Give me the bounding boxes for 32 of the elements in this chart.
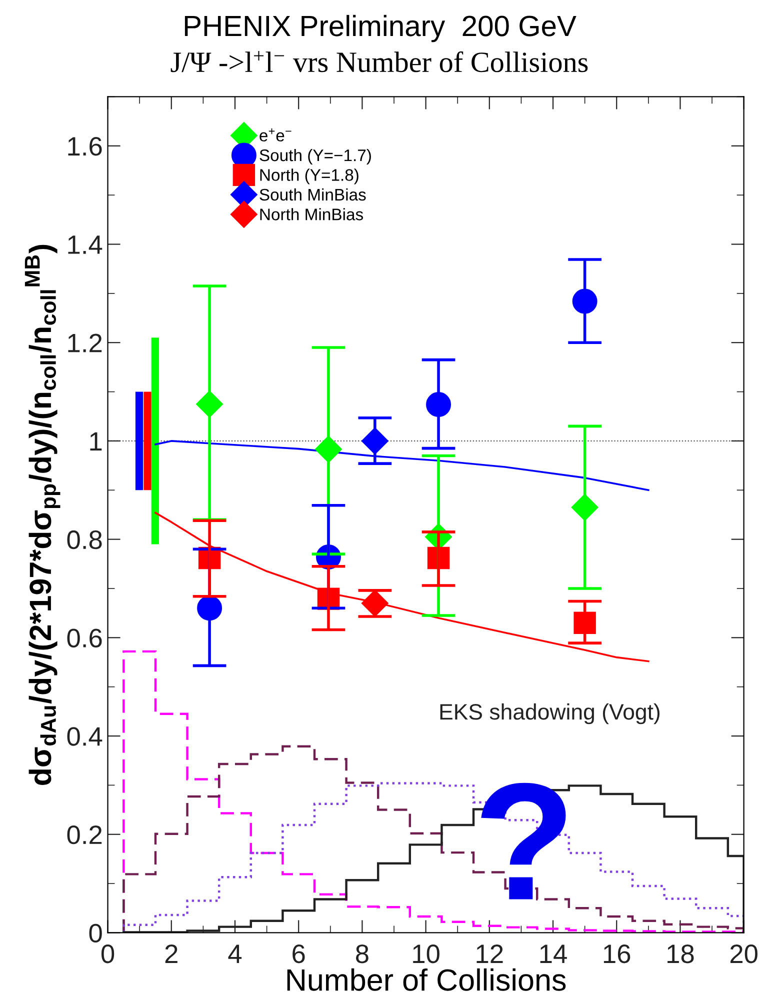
x-tick-label: 10 [413, 944, 440, 964]
text: dσ$_{dAu}$/dy/(2*197*dσ$_{pp}$/dy)/(n$_{coll}$/n$_{coll}$$^{MB}$) [24, 244, 60, 785]
y-tick-label: 0.2 [67, 825, 102, 844]
legend-label: North (Y=1.8) [260, 168, 358, 184]
x-tick-label: 6 [292, 944, 305, 964]
legend-label: North MinBias [260, 208, 363, 220]
x-tick-label: 14 [540, 944, 567, 963]
x-tick-label: 18 [668, 944, 694, 964]
y-tick-label: 0.8 [67, 530, 102, 550]
x-tick-label: 12 [476, 944, 503, 963]
y-tick-label: 1 [90, 432, 102, 451]
legend-label: South (Y=−1.7) [260, 148, 371, 165]
y-tick-label: 0.4 [67, 727, 102, 746]
chart-title: PHENIX Preliminary 200 GeV [184, 14, 576, 42]
y-tick-label: 1.4 [68, 236, 102, 254]
line-series [154, 512, 650, 662]
x-axis-title: Number of Collisions [287, 968, 566, 991]
x-tick-label: 4 [228, 944, 242, 963]
chart-subtitle: J/Ψ ->l$^{+}$l$^{−}$ vrs Number of Collisions [170, 50, 588, 72]
y-tick-label: 1.6 [68, 137, 102, 156]
legend-label: e$^{+}$e$^{−}$ [260, 128, 292, 142]
x-tick-label: 20 [730, 944, 758, 964]
y-tick-label: 0 [89, 924, 102, 943]
annotation: ? [481, 782, 566, 900]
x-tick-label: 8 [356, 944, 368, 964]
y-tick-label: 1.2 [68, 334, 102, 352]
x-tick-label: 16 [604, 944, 630, 964]
x-tick-label: 0 [101, 944, 114, 964]
y-tick-label: 0.6 [67, 628, 102, 648]
legend-label: South MinBias [260, 188, 366, 201]
annotation: EKS shadowing (Vogt) [440, 703, 660, 724]
x-tick-label: 2 [165, 944, 178, 963]
